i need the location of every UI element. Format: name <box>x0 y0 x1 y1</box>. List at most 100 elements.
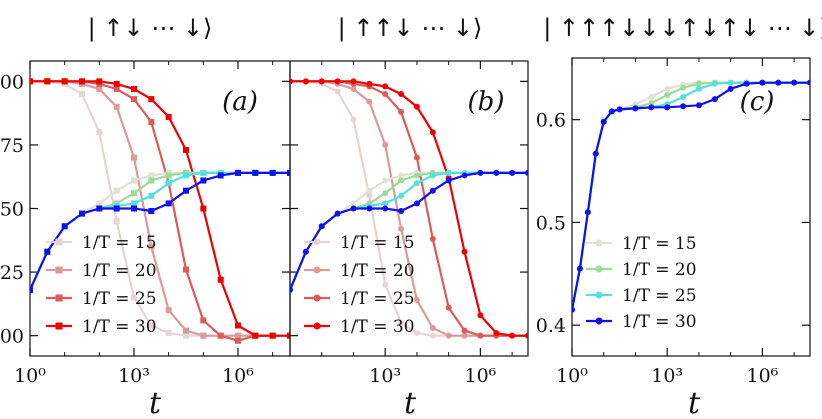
y-tick-label: 0.00 <box>0 326 24 348</box>
data-point <box>584 209 591 216</box>
data-point <box>61 78 68 85</box>
data-point <box>113 103 120 110</box>
panel-a: | ↑↓ ⋯ ↓⟩ 10⁰10³10⁶0.000.250.500.751.001… <box>0 14 291 419</box>
data-point <box>165 180 172 187</box>
data-point <box>576 265 583 272</box>
data-point <box>525 332 528 339</box>
legend-marker <box>313 322 321 330</box>
data-point <box>165 330 172 337</box>
data-point <box>616 106 623 113</box>
data-point <box>44 248 51 255</box>
data-point <box>113 205 120 212</box>
data-point <box>200 317 207 324</box>
legend-label: 1/T = 25 <box>622 286 697 306</box>
data-point <box>572 306 575 313</box>
data-point <box>148 208 155 215</box>
plot-frame <box>571 57 811 357</box>
data-point <box>131 85 137 92</box>
panel-a-tag: (a) <box>222 87 258 117</box>
data-point <box>252 169 259 176</box>
data-point <box>131 154 137 161</box>
data-point <box>148 322 155 329</box>
x-tick-label: 10³ <box>651 365 683 387</box>
data-point <box>382 200 389 207</box>
data-point <box>350 205 357 212</box>
data-point <box>350 116 357 123</box>
data-point <box>200 205 207 212</box>
x-tick-label: 10⁰ <box>14 365 46 387</box>
data-point <box>302 248 309 255</box>
legend-marker <box>313 238 321 246</box>
data-point <box>96 205 103 212</box>
data-point <box>382 91 389 98</box>
data-point <box>493 330 500 337</box>
data-point <box>183 187 189 194</box>
data-point <box>318 223 325 230</box>
legend-label: 1/T = 15 <box>340 233 415 253</box>
legend-label: 1/T = 25 <box>340 289 415 309</box>
data-point <box>183 147 189 154</box>
series-line <box>290 80 528 337</box>
data-point <box>79 78 85 85</box>
data-point <box>664 91 671 98</box>
data-point <box>113 80 120 87</box>
data-point <box>366 205 373 212</box>
data-point <box>695 80 702 87</box>
data-point <box>79 210 85 217</box>
data-point <box>429 236 436 243</box>
data-point <box>235 337 241 344</box>
data-point <box>413 172 420 179</box>
data-point <box>217 332 224 339</box>
data-point <box>398 177 405 184</box>
panel-a-title: | ↑↓ ⋯ ↓⟩ <box>88 14 213 42</box>
data-point <box>600 118 607 125</box>
legend-marker <box>55 266 63 274</box>
data-point <box>413 180 420 187</box>
panel-a-xlabel: t <box>149 386 162 419</box>
legend-label: 1/T = 20 <box>622 260 697 280</box>
x-tick-label: 10³ <box>369 365 401 387</box>
data-point <box>113 85 120 92</box>
data-point <box>429 187 436 194</box>
series-line <box>30 171 290 291</box>
data-point <box>235 322 241 329</box>
y-tick-label: 0.25 <box>0 262 24 284</box>
data-point <box>113 187 120 194</box>
data-point <box>165 200 172 207</box>
data-point <box>382 205 389 212</box>
data-point <box>477 312 484 319</box>
data-point <box>398 192 405 199</box>
data-point <box>711 96 718 103</box>
data-point <box>183 266 189 273</box>
data-point <box>217 276 224 283</box>
data-point <box>695 102 702 109</box>
data-point <box>680 94 687 101</box>
data-point <box>445 169 452 176</box>
legend-label: 1/T = 15 <box>622 234 697 254</box>
data-point <box>680 103 687 110</box>
data-point <box>398 108 405 115</box>
data-point <box>61 223 68 230</box>
data-point <box>131 205 137 212</box>
data-point <box>183 332 189 339</box>
data-point <box>148 192 155 199</box>
data-point <box>165 172 172 179</box>
data-point <box>664 85 671 92</box>
data-point <box>148 119 155 126</box>
data-point <box>366 192 373 199</box>
panel-c: | ↑↑↑↓↓↓↑↓↑↓ ⋯ ↓⟩ 10⁰ 10³ 10⁶ 0.4 0.5 0.6 1/T … <box>536 14 822 419</box>
y-tick-label: 0.50 <box>0 199 24 221</box>
data-point <box>382 141 389 148</box>
series-group <box>290 78 528 339</box>
data-point <box>200 332 207 339</box>
y-tick-label: 0.5 <box>536 212 566 234</box>
data-point <box>290 78 293 85</box>
data-point <box>30 286 33 293</box>
data-point <box>334 88 341 95</box>
data-point <box>235 332 241 339</box>
data-point <box>131 294 137 301</box>
panel-b-xlabel: t <box>404 386 417 419</box>
data-point <box>366 98 373 105</box>
panel-c-tag: (c) <box>740 87 775 117</box>
